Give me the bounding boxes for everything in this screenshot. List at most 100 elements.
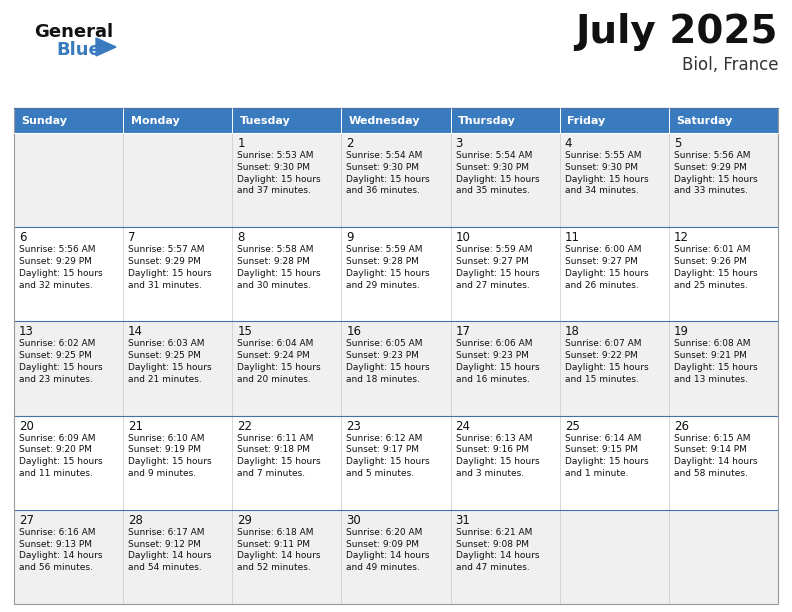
Text: Sunrise: 6:09 AM
Sunset: 9:20 PM
Daylight: 15 hours
and 11 minutes.: Sunrise: 6:09 AM Sunset: 9:20 PM Dayligh… — [19, 433, 103, 478]
Text: 29: 29 — [238, 514, 253, 527]
Text: Sunrise: 6:05 AM
Sunset: 9:23 PM
Daylight: 15 hours
and 18 minutes.: Sunrise: 6:05 AM Sunset: 9:23 PM Dayligh… — [346, 340, 430, 384]
Text: Sunrise: 5:54 AM
Sunset: 9:30 PM
Daylight: 15 hours
and 35 minutes.: Sunrise: 5:54 AM Sunset: 9:30 PM Dayligh… — [455, 151, 539, 195]
Text: Blue: Blue — [56, 41, 101, 59]
Text: General: General — [34, 23, 113, 41]
Text: Sunrise: 5:53 AM
Sunset: 9:30 PM
Daylight: 15 hours
and 37 minutes.: Sunrise: 5:53 AM Sunset: 9:30 PM Dayligh… — [238, 151, 321, 195]
Text: Saturday: Saturday — [676, 116, 733, 125]
Text: Sunrise: 6:01 AM
Sunset: 9:26 PM
Daylight: 15 hours
and 25 minutes.: Sunrise: 6:01 AM Sunset: 9:26 PM Dayligh… — [674, 245, 757, 289]
Text: Sunrise: 6:04 AM
Sunset: 9:24 PM
Daylight: 15 hours
and 20 minutes.: Sunrise: 6:04 AM Sunset: 9:24 PM Dayligh… — [238, 340, 321, 384]
Bar — [14, 416, 123, 510]
Text: Sunrise: 6:03 AM
Sunset: 9:25 PM
Daylight: 15 hours
and 21 minutes.: Sunrise: 6:03 AM Sunset: 9:25 PM Dayligh… — [128, 340, 211, 384]
Text: 27: 27 — [19, 514, 34, 527]
Bar — [232, 416, 341, 510]
Text: 1: 1 — [238, 137, 245, 150]
Text: 15: 15 — [238, 326, 252, 338]
Text: 24: 24 — [455, 420, 470, 433]
Bar — [451, 416, 560, 510]
Text: 16: 16 — [346, 326, 361, 338]
Bar — [14, 133, 123, 227]
Text: 7: 7 — [128, 231, 135, 244]
Bar — [560, 108, 669, 133]
Text: Sunrise: 6:14 AM
Sunset: 9:15 PM
Daylight: 15 hours
and 1 minute.: Sunrise: 6:14 AM Sunset: 9:15 PM Dayligh… — [565, 433, 649, 478]
Bar — [341, 510, 451, 604]
Text: Sunrise: 6:06 AM
Sunset: 9:23 PM
Daylight: 15 hours
and 16 minutes.: Sunrise: 6:06 AM Sunset: 9:23 PM Dayligh… — [455, 340, 539, 384]
Bar — [560, 321, 669, 416]
Bar — [451, 227, 560, 321]
Text: 23: 23 — [346, 420, 361, 433]
Text: Friday: Friday — [567, 116, 606, 125]
Bar — [451, 321, 560, 416]
Text: 3: 3 — [455, 137, 463, 150]
Bar — [341, 133, 451, 227]
Text: 18: 18 — [565, 326, 580, 338]
Bar — [232, 108, 341, 133]
Text: 17: 17 — [455, 326, 470, 338]
Text: Sunrise: 6:12 AM
Sunset: 9:17 PM
Daylight: 15 hours
and 5 minutes.: Sunrise: 6:12 AM Sunset: 9:17 PM Dayligh… — [346, 433, 430, 478]
Text: July 2025: July 2025 — [576, 13, 778, 51]
Bar — [123, 416, 232, 510]
Bar — [123, 133, 232, 227]
Text: 10: 10 — [455, 231, 470, 244]
Bar — [451, 108, 560, 133]
Bar — [669, 227, 778, 321]
Text: 20: 20 — [19, 420, 34, 433]
Bar — [560, 416, 669, 510]
Text: 14: 14 — [128, 326, 143, 338]
Text: 30: 30 — [346, 514, 361, 527]
Text: Biol, France: Biol, France — [681, 56, 778, 74]
Bar — [669, 321, 778, 416]
Bar — [14, 510, 123, 604]
Bar — [669, 510, 778, 604]
Text: Sunrise: 5:58 AM
Sunset: 9:28 PM
Daylight: 15 hours
and 30 minutes.: Sunrise: 5:58 AM Sunset: 9:28 PM Dayligh… — [238, 245, 321, 289]
Bar — [669, 133, 778, 227]
Text: 22: 22 — [238, 420, 253, 433]
Bar — [123, 321, 232, 416]
Bar — [232, 133, 341, 227]
Text: Sunrise: 6:20 AM
Sunset: 9:09 PM
Daylight: 14 hours
and 49 minutes.: Sunrise: 6:20 AM Sunset: 9:09 PM Dayligh… — [346, 528, 430, 572]
Text: Monday: Monday — [131, 116, 180, 125]
Text: 19: 19 — [674, 326, 689, 338]
Bar — [123, 108, 232, 133]
Text: Sunrise: 6:16 AM
Sunset: 9:13 PM
Daylight: 14 hours
and 56 minutes.: Sunrise: 6:16 AM Sunset: 9:13 PM Dayligh… — [19, 528, 102, 572]
Bar — [341, 416, 451, 510]
Text: Sunrise: 5:59 AM
Sunset: 9:28 PM
Daylight: 15 hours
and 29 minutes.: Sunrise: 5:59 AM Sunset: 9:28 PM Dayligh… — [346, 245, 430, 289]
Text: 2: 2 — [346, 137, 354, 150]
Bar — [341, 321, 451, 416]
Bar — [14, 321, 123, 416]
Text: 25: 25 — [565, 420, 580, 433]
Text: Sunrise: 5:56 AM
Sunset: 9:29 PM
Daylight: 15 hours
and 33 minutes.: Sunrise: 5:56 AM Sunset: 9:29 PM Dayligh… — [674, 151, 757, 195]
Text: Sunrise: 5:59 AM
Sunset: 9:27 PM
Daylight: 15 hours
and 27 minutes.: Sunrise: 5:59 AM Sunset: 9:27 PM Dayligh… — [455, 245, 539, 289]
Text: Sunrise: 5:57 AM
Sunset: 9:29 PM
Daylight: 15 hours
and 31 minutes.: Sunrise: 5:57 AM Sunset: 9:29 PM Dayligh… — [128, 245, 211, 289]
Bar — [560, 510, 669, 604]
Bar — [341, 108, 451, 133]
Text: Sunday: Sunday — [21, 116, 67, 125]
Text: Sunrise: 6:08 AM
Sunset: 9:21 PM
Daylight: 15 hours
and 13 minutes.: Sunrise: 6:08 AM Sunset: 9:21 PM Dayligh… — [674, 340, 757, 384]
Text: 13: 13 — [19, 326, 34, 338]
Text: 31: 31 — [455, 514, 470, 527]
Bar — [123, 510, 232, 604]
Bar — [14, 108, 123, 133]
Bar — [232, 321, 341, 416]
Text: 21: 21 — [128, 420, 143, 433]
Text: 9: 9 — [346, 231, 354, 244]
Bar — [232, 510, 341, 604]
Bar — [560, 133, 669, 227]
Text: 4: 4 — [565, 137, 572, 150]
Text: 26: 26 — [674, 420, 689, 433]
Text: 12: 12 — [674, 231, 689, 244]
Text: Sunrise: 6:00 AM
Sunset: 9:27 PM
Daylight: 15 hours
and 26 minutes.: Sunrise: 6:00 AM Sunset: 9:27 PM Dayligh… — [565, 245, 649, 289]
Text: 8: 8 — [238, 231, 245, 244]
Text: Sunrise: 6:11 AM
Sunset: 9:18 PM
Daylight: 15 hours
and 7 minutes.: Sunrise: 6:11 AM Sunset: 9:18 PM Dayligh… — [238, 433, 321, 478]
Polygon shape — [96, 38, 116, 56]
Text: Thursday: Thursday — [459, 116, 516, 125]
Bar — [669, 416, 778, 510]
Text: Sunrise: 6:18 AM
Sunset: 9:11 PM
Daylight: 14 hours
and 52 minutes.: Sunrise: 6:18 AM Sunset: 9:11 PM Dayligh… — [238, 528, 321, 572]
Text: Sunrise: 6:17 AM
Sunset: 9:12 PM
Daylight: 14 hours
and 54 minutes.: Sunrise: 6:17 AM Sunset: 9:12 PM Dayligh… — [128, 528, 211, 572]
Text: Sunrise: 5:55 AM
Sunset: 9:30 PM
Daylight: 15 hours
and 34 minutes.: Sunrise: 5:55 AM Sunset: 9:30 PM Dayligh… — [565, 151, 649, 195]
Text: Tuesday: Tuesday — [240, 116, 291, 125]
Text: Sunrise: 5:56 AM
Sunset: 9:29 PM
Daylight: 15 hours
and 32 minutes.: Sunrise: 5:56 AM Sunset: 9:29 PM Dayligh… — [19, 245, 103, 289]
Text: Sunrise: 6:15 AM
Sunset: 9:14 PM
Daylight: 14 hours
and 58 minutes.: Sunrise: 6:15 AM Sunset: 9:14 PM Dayligh… — [674, 433, 757, 478]
Text: 6: 6 — [19, 231, 26, 244]
Text: 5: 5 — [674, 137, 681, 150]
Bar — [451, 133, 560, 227]
